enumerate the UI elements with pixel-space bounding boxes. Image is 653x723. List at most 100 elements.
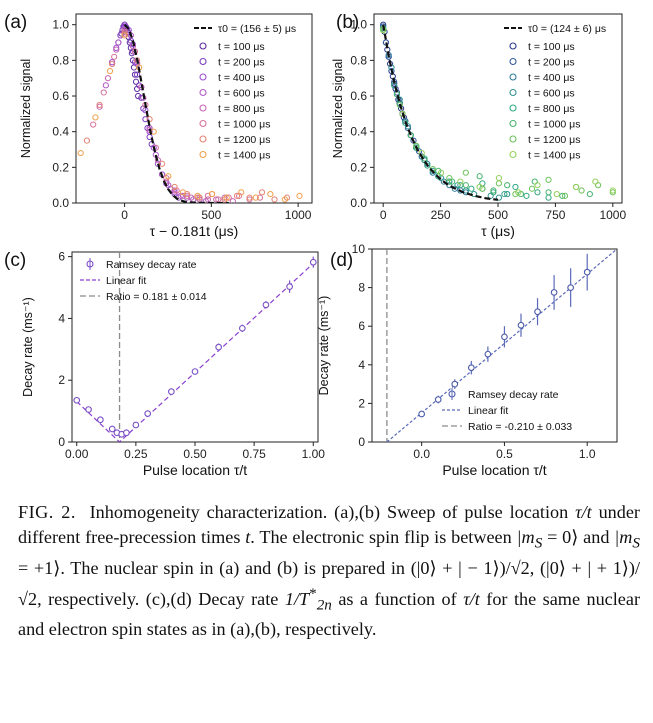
- legend-series-label: t = 100 μs: [528, 41, 575, 53]
- legend-marker: [199, 57, 207, 66]
- data-point: [396, 101, 403, 109]
- legend-marker: [509, 135, 517, 143]
- data-point: [504, 190, 511, 198]
- data-point: [85, 406, 92, 413]
- data-point: [578, 187, 585, 194]
- plot-area: [73, 252, 317, 442]
- legend-marker: [509, 42, 517, 50]
- caption-math-tau-over-t: τ/t: [575, 502, 592, 522]
- data-point: [550, 289, 558, 296]
- plot-frame: [75, 13, 313, 204]
- data-point: [446, 174, 453, 182]
- data-point: [179, 189, 186, 196]
- data-point: [424, 162, 431, 169]
- data-point: [515, 189, 522, 196]
- data-point: [194, 192, 201, 199]
- data-point: [462, 169, 469, 176]
- legend-series-label: t = 600 μs: [528, 88, 575, 100]
- data-point: [213, 196, 220, 203]
- legend-series-label: t = 800 μs: [218, 103, 265, 115]
- caption-text-4: and: [578, 527, 615, 547]
- data-point: [104, 75, 112, 82]
- y-tick-label: 0.0: [350, 196, 367, 210]
- data-point: [476, 183, 483, 191]
- caption-text-9: for the same nuclear and electron spin s…: [18, 588, 641, 640]
- legend-series-label: t = 100 μs: [218, 41, 265, 53]
- y-tick-label: 0.6: [52, 89, 69, 103]
- data-point: [534, 189, 541, 196]
- data-point: [96, 103, 103, 110]
- plot-area: [77, 21, 303, 203]
- legend-marker: [509, 150, 517, 159]
- legend-series-label: t = 1000 μs: [218, 119, 270, 131]
- data-point: [286, 283, 293, 290]
- data-point: [468, 185, 475, 192]
- legend-series-label: t = 600 μs: [218, 88, 265, 100]
- data-point: [100, 89, 107, 96]
- panel-d: (d) 0.0 0.5 1.0 0 2 4 6 8 10 Pulse location τ/t Dec…: [317, 242, 618, 478]
- panel-letter: (a): [4, 12, 27, 33]
- series-t-800-s: [380, 26, 552, 201]
- data-point: [113, 46, 120, 53]
- legend: τ0 = (124 ± 6) μs t = 100 μs t = 200 μs t =…: [504, 23, 606, 162]
- data-point: [595, 182, 602, 189]
- caption-text-3: . The electronic spin flip is between: [250, 527, 517, 547]
- data-point: [545, 194, 552, 201]
- data-point: [113, 44, 120, 51]
- y-tick-label: 0: [358, 435, 365, 449]
- plot-frame: [373, 13, 623, 204]
- data-point: [528, 185, 536, 192]
- panel-a: (a) 0 500 1000 0.0 0.2 0.4 0.6 0.8 1.0 τ − 0.181t …: [4, 12, 313, 239]
- data-point: [561, 192, 569, 199]
- data-point: [96, 101, 103, 109]
- y-tick-label: 0: [58, 435, 65, 449]
- data-point: [567, 284, 574, 291]
- legend-series-label: t = 1400 μs: [528, 150, 580, 162]
- y-tick-label: 2: [358, 396, 365, 410]
- data-point: [167, 388, 175, 395]
- caption-text-2: under different free-precession times: [18, 502, 640, 547]
- data-point: [267, 190, 274, 198]
- x-tick-label: 0.75: [242, 447, 266, 461]
- data-point: [108, 60, 116, 68]
- data-point: [238, 324, 246, 332]
- panel-letter: (b): [336, 12, 359, 33]
- data-point: [77, 149, 84, 157]
- x-tick-label: 500: [201, 208, 221, 222]
- data-point: [92, 114, 99, 121]
- series-t-600-s: [102, 25, 209, 203]
- x-tick-label: 1000: [285, 208, 312, 222]
- data-point: [271, 196, 278, 203]
- legend-marker: [199, 119, 207, 128]
- y-tick-label: 0.8: [52, 53, 69, 67]
- data-point: [583, 268, 591, 276]
- legend-series-label: t = 400 μs: [218, 72, 265, 84]
- data-point: [208, 190, 216, 198]
- caption-state-a: (|0⟩ + | − 1⟩)/√2: [410, 557, 530, 578]
- data-point: [495, 194, 503, 201]
- x-tick-label: 0.25: [124, 447, 148, 461]
- data-point: [479, 180, 486, 187]
- x-tick-label: 0: [121, 208, 128, 222]
- legend-marker: [509, 88, 517, 97]
- x-tick-label: 1.00: [302, 447, 326, 461]
- legend-marker: [199, 88, 207, 97]
- y-tick-label: 1.0: [52, 18, 69, 32]
- caption-state-b: (|0⟩ + | + 1⟩)/√2: [18, 557, 640, 609]
- x-tick-label: 1.0: [579, 447, 596, 461]
- data-point: [73, 396, 81, 404]
- data-point: [476, 173, 483, 180]
- data-point: [102, 82, 109, 89]
- data-point: [97, 416, 104, 424]
- caption-ket-ms0: |mS = 0⟩: [516, 527, 579, 552]
- data-point: [437, 169, 445, 176]
- legend-marker: [509, 73, 517, 81]
- y-tick-label: 1.0: [350, 18, 367, 32]
- figure-caption: FIG. 2. Inhomogeneity characterization. …: [18, 500, 640, 642]
- data-point: [108, 425, 116, 433]
- x-tick-label: 0.50: [183, 447, 207, 461]
- data-point: [221, 194, 228, 201]
- data-point: [121, 30, 128, 37]
- legend-data-label: Ramsey decay rate: [468, 389, 559, 401]
- legend-ratio-label: Ratio = 0.181 ± 0.014: [106, 291, 207, 303]
